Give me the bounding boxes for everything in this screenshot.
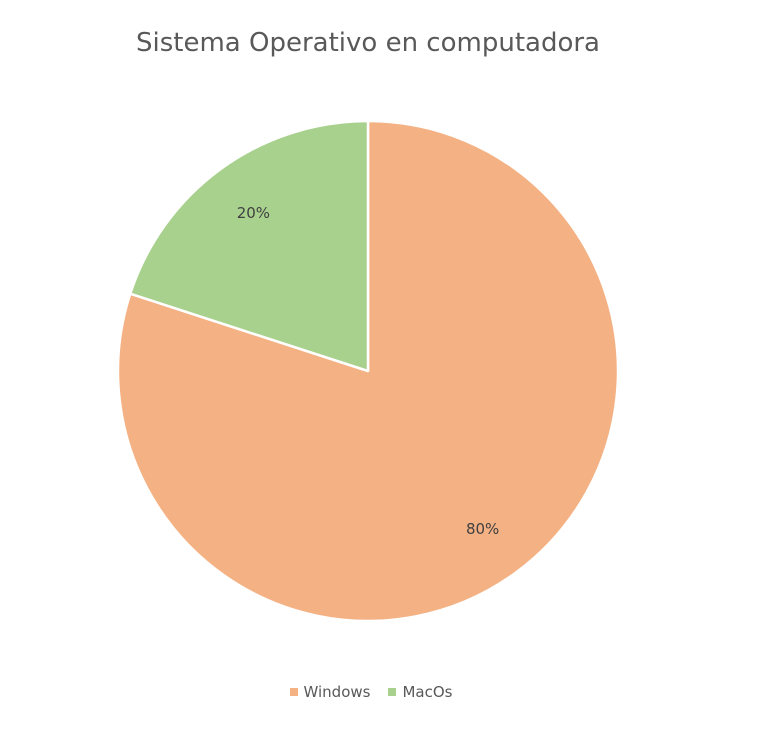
pie-data-labels: 80% 20% — [237, 204, 500, 538]
chart-title: Sistema Operativo en computadora — [136, 28, 600, 58]
data-label-windows: 80% — [466, 520, 499, 538]
legend-item-macos: MacOs — [388, 683, 452, 701]
pie-slice-macos — [128, 119, 370, 373]
data-label-macos: 20% — [237, 204, 270, 222]
legend-label-macos: MacOs — [402, 683, 453, 701]
legend: Windows MacOs — [0, 683, 742, 701]
legend-label-windows: Windows — [303, 683, 371, 701]
legend-item-windows: Windows — [289, 683, 371, 701]
pie-slices — [116, 119, 620, 623]
legend-swatch-macos — [388, 688, 397, 696]
legend-swatch-windows — [289, 688, 298, 696]
